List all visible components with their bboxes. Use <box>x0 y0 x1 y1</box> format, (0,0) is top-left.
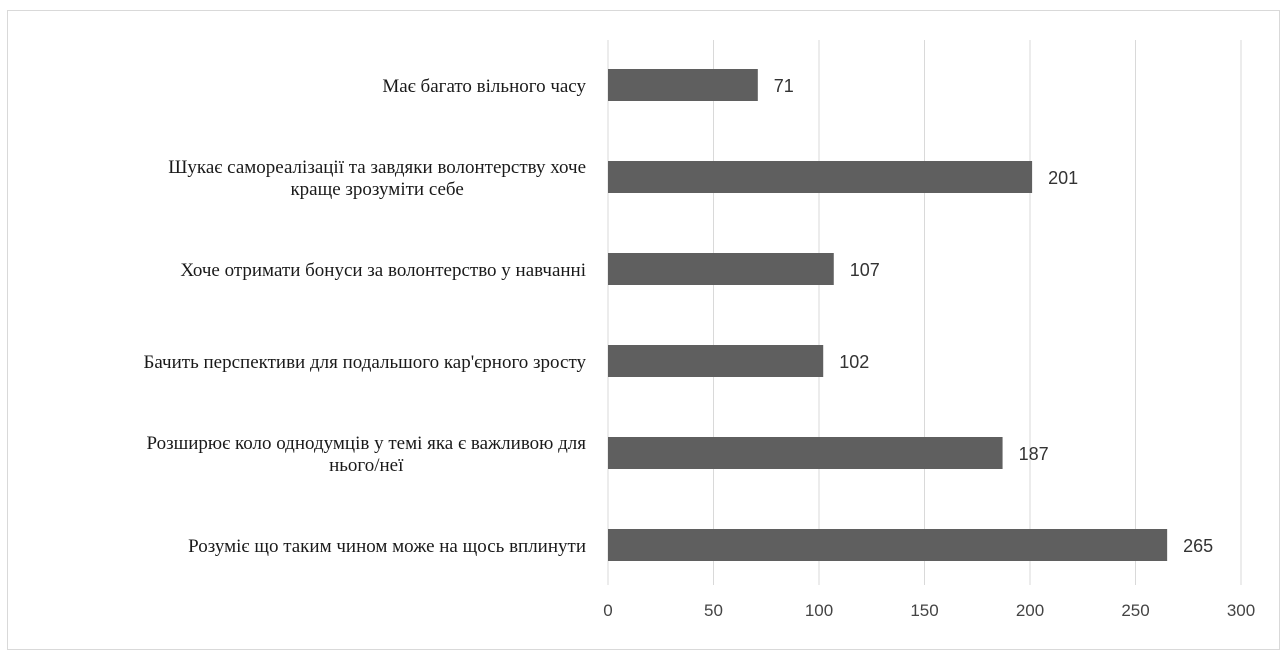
data-label: 187 <box>1019 444 1049 464</box>
bar <box>608 253 834 285</box>
x-tick-label: 300 <box>1227 601 1255 620</box>
category-label: Розширює коло однодумців у темі яка є ва… <box>146 433 586 454</box>
data-label: 265 <box>1183 536 1213 556</box>
x-tick-label: 0 <box>603 601 612 620</box>
x-tick-label: 100 <box>805 601 833 620</box>
category-label: Розуміє що таким чином може на щось впли… <box>188 536 586 557</box>
category-label: Хоче отримати бонуси за волонтерство у н… <box>180 260 586 281</box>
category-label: нього/неї <box>329 455 404 476</box>
category-label: Має багато вільного часу <box>382 76 586 97</box>
x-tick-label: 250 <box>1121 601 1149 620</box>
bar <box>608 345 824 377</box>
bar <box>608 437 1003 469</box>
category-label: краще зрозуміти себе <box>290 179 463 200</box>
category-label: Шукає самореалізації та завдяки волонтер… <box>168 157 586 178</box>
x-tick-label: 200 <box>1016 601 1044 620</box>
bar-chart: 0 50 100 150 200 250 300 71 Має багато вільного … <box>143 40 1255 620</box>
bar <box>608 69 758 101</box>
x-tick-label: 50 <box>704 601 723 620</box>
data-label: 201 <box>1048 168 1078 188</box>
data-label: 102 <box>839 352 869 372</box>
x-tick-label: 150 <box>910 601 938 620</box>
data-label: 71 <box>774 76 794 96</box>
category-label: Бачить перспективи для подальшого кар'єр… <box>143 352 586 373</box>
bar <box>608 161 1033 193</box>
data-label: 107 <box>850 260 880 280</box>
bar <box>608 529 1168 561</box>
